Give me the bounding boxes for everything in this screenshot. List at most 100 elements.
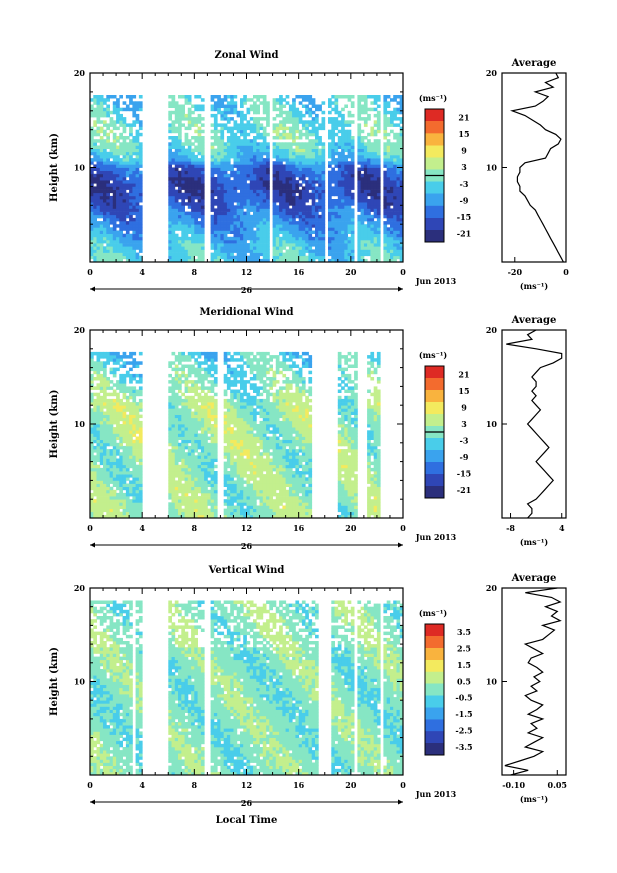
heatmap-cell: [357, 227, 362, 231]
heatmap-cell: [129, 151, 133, 156]
heatmap-cell: [112, 233, 117, 238]
heatmap-cell: [138, 505, 143, 509]
heatmap-cell: [279, 199, 283, 203]
heatmap-cell: [347, 189, 352, 194]
heatmap-cell: [96, 117, 101, 121]
heatmap-cell: [213, 113, 218, 118]
heatmap-cell: [233, 192, 238, 197]
heatmap-cell: [288, 183, 293, 187]
heatmap-cell: [112, 167, 117, 171]
heatmap-cell: [243, 211, 247, 216]
heatmap-cell: [230, 252, 234, 257]
heatmap-cell: [116, 424, 120, 428]
heatmap-cell: [125, 123, 130, 127]
heatmap-cell: [122, 351, 127, 356]
heatmap-cell: [226, 239, 231, 244]
heatmap-cell: [99, 483, 104, 487]
heatmap-cell: [181, 113, 185, 118]
heatmap-cell: [112, 436, 117, 440]
heatmap-cell: [236, 230, 241, 234]
heatmap-cell: [106, 104, 110, 108]
heatmap-cell: [99, 202, 104, 206]
heatmap-cell: [285, 230, 290, 234]
heatmap-cell: [106, 192, 110, 197]
heatmap-cell: [305, 173, 309, 178]
heatmap-cell: [376, 95, 381, 99]
heatmap-cell: [178, 183, 182, 187]
heatmap-cell: [213, 148, 218, 153]
heatmap-cell: [96, 98, 101, 102]
heatmap-cell: [282, 170, 287, 175]
heatmap-cell: [129, 480, 133, 484]
heatmap-cell: [220, 236, 225, 241]
heatmap-cell: [341, 211, 345, 216]
heatmap-cell: [122, 458, 127, 462]
heatmap-cell: [116, 205, 120, 209]
heatmap-cell: [390, 183, 394, 187]
heatmap-cell: [301, 205, 306, 209]
heatmap-cell: [341, 214, 345, 219]
heatmap-cell: [367, 202, 371, 206]
heatmap-cell: [373, 98, 378, 102]
heatmap-cell: [331, 142, 335, 146]
heatmap-cell: [93, 351, 97, 356]
heatmap-cell: [135, 364, 140, 368]
heatmap-cell: [337, 167, 342, 171]
heatmap-cell: [396, 167, 401, 171]
heatmap-cell: [103, 148, 107, 153]
heatmap-cell: [200, 154, 205, 159]
heatmap-cell: [178, 186, 182, 190]
heatmap-cell: [301, 148, 306, 153]
heatmap-cell: [223, 183, 228, 187]
heatmap-cell: [106, 433, 110, 437]
heatmap-cell: [168, 492, 172, 497]
heatmap-cell: [344, 246, 348, 250]
heatmap-cell: [344, 177, 348, 181]
heatmap-cell: [301, 158, 306, 162]
heatmap-cell: [285, 136, 290, 140]
heatmap-cell: [373, 227, 378, 231]
heatmap-cell: [129, 439, 133, 444]
heatmap-cell: [138, 483, 143, 487]
heatmap-cell: [253, 154, 257, 159]
heatmap-cell: [357, 233, 362, 238]
heatmap-cell: [171, 377, 176, 381]
heatmap-cell: [246, 192, 251, 197]
heatmap-cell: [171, 129, 176, 134]
heatmap-cell: [197, 199, 202, 203]
heatmap-cell: [99, 243, 104, 247]
heatmap-cell: [197, 221, 202, 225]
heatmap-cell: [390, 227, 394, 231]
heatmap-cell: [321, 148, 326, 153]
heatmap-cell: [122, 145, 127, 149]
heatmap-cell: [357, 217, 362, 222]
heatmap-cell: [119, 467, 123, 472]
heatmap-cell: [171, 214, 176, 219]
heatmap-cell: [230, 132, 234, 137]
heatmap-cell: [240, 199, 244, 203]
heatmap-cell: [370, 129, 375, 134]
heatmap-cell: [184, 167, 189, 171]
heatmap-cell: [370, 151, 375, 156]
heatmap-cell: [125, 148, 130, 153]
heatmap-cell: [93, 499, 97, 503]
heatmap-cell: [292, 107, 296, 112]
heatmap-cell: [295, 214, 300, 219]
heatmap-cell: [292, 227, 296, 231]
heatmap-cell: [194, 107, 198, 112]
heatmap-cell: [259, 167, 264, 171]
heatmap-cell: [106, 377, 110, 381]
heatmap-cell: [132, 151, 137, 156]
heatmap-cell: [109, 477, 114, 481]
heatmap-cell: [321, 110, 326, 115]
heatmap-cell: [318, 126, 322, 131]
heatmap-cell: [187, 139, 192, 143]
heatmap-cell: [357, 183, 362, 187]
heatmap-cell: [347, 123, 352, 127]
heatmap-cell: [373, 167, 378, 171]
x-tick-label: 0: [87, 267, 93, 277]
heatmap-cell: [168, 202, 172, 206]
heatmap-cell: [253, 214, 257, 219]
heatmap-cell: [116, 414, 120, 419]
heatmap-cell: [197, 142, 202, 146]
